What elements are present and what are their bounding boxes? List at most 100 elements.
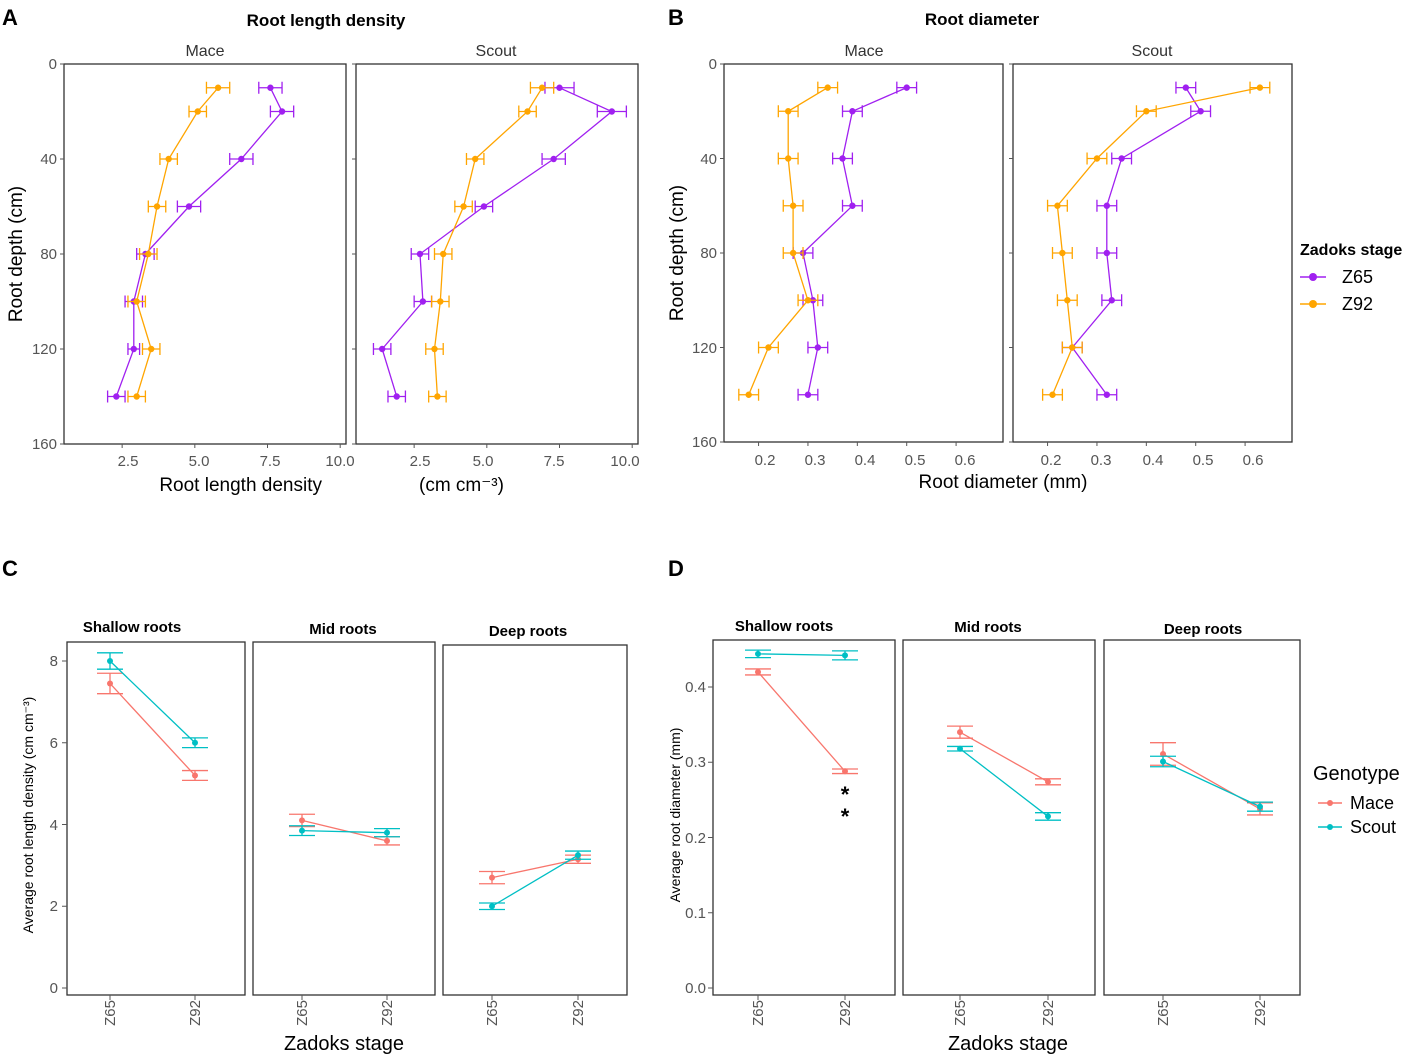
data-point xyxy=(1064,297,1071,304)
data-point xyxy=(839,155,846,162)
facet-strip-label: Mace xyxy=(844,43,883,60)
series-line-z65 xyxy=(381,87,614,397)
x-tick-label: 5.0 xyxy=(189,453,210,470)
data-point xyxy=(107,658,113,664)
y-tick-label: 0 xyxy=(49,56,57,73)
y-tick-label: 6 xyxy=(50,735,58,752)
x-tick-label: 0.3 xyxy=(1091,452,1112,469)
data-point xyxy=(745,391,752,398)
data-point xyxy=(416,250,424,258)
plot-frame xyxy=(355,63,639,445)
data-point xyxy=(903,84,910,91)
data-point xyxy=(278,108,286,115)
x-tick-label: 0.4 xyxy=(855,452,876,469)
legend-key-point xyxy=(1327,800,1333,806)
data-point xyxy=(814,344,822,351)
significance-marker: * xyxy=(841,804,850,829)
data-point xyxy=(1049,391,1056,398)
y-tick-label: 2 xyxy=(50,898,58,915)
x-tick-label: Z92 xyxy=(1252,1000,1269,1026)
y-ticks: 0 40 80 120 160 xyxy=(692,56,717,451)
data-point xyxy=(378,345,386,353)
data-point xyxy=(849,108,856,115)
data-point xyxy=(384,829,390,836)
legend-item-label: Z92 xyxy=(1342,294,1373,314)
series-line-scout xyxy=(301,829,388,834)
data-point xyxy=(299,827,305,834)
plot-frame xyxy=(723,63,1004,443)
x-tick-label: 7.5 xyxy=(260,453,281,470)
series-line-scout xyxy=(757,653,846,657)
legend-item-label: Scout xyxy=(1350,817,1396,837)
y-ticks: 0 40 80 120 160 xyxy=(32,56,57,453)
data-point xyxy=(1143,108,1150,115)
data-point xyxy=(1103,249,1111,257)
data-point xyxy=(299,817,305,824)
plot-area xyxy=(720,63,1271,446)
legend-item-label: Mace xyxy=(1350,793,1394,813)
plot-frame xyxy=(63,63,347,445)
data-point xyxy=(842,652,848,659)
data-point xyxy=(1118,155,1125,162)
data-point xyxy=(434,393,441,400)
x-tick-label: 0.3 xyxy=(805,452,826,469)
plot-area xyxy=(62,652,591,1000)
data-point xyxy=(130,345,137,353)
panel-label: C xyxy=(2,556,18,581)
data-point xyxy=(957,729,963,736)
chart-title: Root length density xyxy=(247,11,406,30)
data-point xyxy=(608,108,616,115)
x-ticks: 2.5 5.0 7.5 10.0 2.5 5.0 7.5 10.0 xyxy=(118,453,640,470)
data-point xyxy=(192,739,198,746)
x-tick-label: Z65 xyxy=(102,1000,119,1026)
y-tick-label: 0.3 xyxy=(685,754,706,771)
data-point xyxy=(784,108,792,115)
facet-strip-label: Scout xyxy=(1132,43,1173,60)
series-line-mace xyxy=(301,819,388,842)
x-tick-label: Z65 xyxy=(952,1000,969,1026)
data-point xyxy=(192,772,198,779)
x-tick-label: Z92 xyxy=(570,1000,587,1026)
data-point xyxy=(556,84,563,91)
legend-title: Genotype xyxy=(1313,763,1400,785)
data-point xyxy=(842,768,848,775)
data-point xyxy=(214,84,222,91)
y-tick-label: 80 xyxy=(40,246,57,263)
data-point xyxy=(267,84,274,91)
data-point xyxy=(145,250,152,258)
y-tick-label: 0.2 xyxy=(685,830,706,847)
data-point xyxy=(1182,84,1190,91)
x-tick-label: 0.4 xyxy=(1143,452,1164,469)
x-tick-label: Z65 xyxy=(1155,1000,1172,1026)
x-tick-label: 0.5 xyxy=(905,452,926,469)
series-line-z65 xyxy=(115,87,283,397)
x-tick-label: 0.6 xyxy=(1243,452,1264,469)
data-point xyxy=(1045,778,1051,785)
legend: Genotype Mace Scout xyxy=(1313,763,1400,837)
data-point xyxy=(1093,155,1101,162)
series-line-z65 xyxy=(1071,87,1202,396)
x-tick-label: 0.2 xyxy=(755,452,776,469)
x-tick-label: Z92 xyxy=(837,1000,854,1026)
data-point xyxy=(437,298,444,305)
plot-area xyxy=(60,63,633,448)
data-point xyxy=(1108,297,1115,304)
x-tick-label: Z92 xyxy=(187,1000,204,1026)
y-ticks: 0 2 4 6 8 xyxy=(50,653,58,997)
y-tick-label: 0.0 xyxy=(685,980,706,997)
y-tick-label: 0 xyxy=(709,56,717,73)
series-line-z92 xyxy=(748,87,829,396)
data-point xyxy=(524,108,531,115)
data-point xyxy=(133,393,140,400)
data-point xyxy=(153,203,161,210)
x-axis-title: Root length density xyxy=(159,475,322,496)
data-point xyxy=(755,650,761,657)
data-point xyxy=(1160,750,1166,757)
data-point xyxy=(849,202,856,209)
data-point xyxy=(550,155,557,163)
panel-label: D xyxy=(668,556,684,581)
x-axis-title: Root diameter (mm) xyxy=(919,472,1088,493)
y-tick-label: 160 xyxy=(32,436,57,453)
facet-strip-label: Mid roots xyxy=(309,621,377,638)
